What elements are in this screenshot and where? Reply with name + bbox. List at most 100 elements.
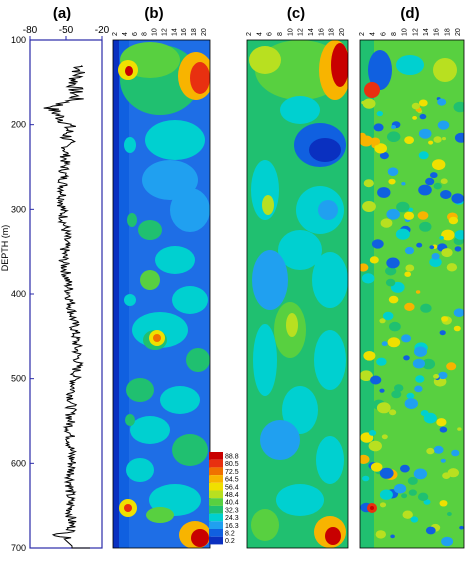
heatmap-spot	[379, 502, 387, 508]
colorbar-label: 80.5	[225, 461, 239, 468]
heatmap-spot	[439, 330, 446, 336]
heatmap-spot	[441, 536, 454, 547]
x-tick-label: 6	[267, 32, 274, 36]
x-tick-label: 12	[412, 28, 419, 36]
heatmap-spot	[364, 524, 371, 530]
heatmap-spot	[415, 290, 421, 294]
heatmap-spot	[419, 113, 427, 120]
heatmap-spot	[408, 489, 417, 496]
x-tick-label: 14	[423, 28, 430, 36]
x-tick-label: 6	[380, 32, 387, 36]
heatmap-spot	[412, 358, 425, 369]
heatmap-spot	[417, 492, 429, 501]
heatmap-spot	[374, 143, 388, 154]
heatmap-spot	[379, 489, 393, 500]
heatmap-spot	[376, 357, 387, 366]
heatmap-spot	[457, 427, 462, 431]
heatmap-spot	[403, 211, 415, 220]
heatmap-spot	[388, 178, 396, 185]
heatmap-spot	[404, 302, 415, 311]
x-tick-label: 16	[318, 28, 325, 36]
heatmap-spot	[376, 402, 391, 414]
heatmap-spot	[363, 179, 374, 188]
heatmap-spot	[370, 506, 374, 510]
heatmap-spot	[362, 98, 376, 109]
heatmap-spot	[394, 483, 407, 494]
heatmap-spot	[368, 430, 377, 436]
heatmap-spot	[436, 418, 447, 427]
y-tick-label: 100	[11, 35, 26, 45]
heatmap-spot	[429, 257, 442, 268]
x-tick-label: 10	[402, 28, 409, 36]
heatmap-spot	[437, 120, 450, 130]
panel-c-frame	[246, 39, 349, 549]
colorbar-swatch	[209, 505, 223, 514]
heatmap-spot	[442, 137, 446, 141]
heatmap-spot	[360, 263, 369, 272]
heatmap-spot	[451, 193, 464, 204]
heatmap-spot	[414, 346, 427, 357]
panel-d: 2 4 6 8 10 12 14 16 18 20	[359, 28, 465, 549]
heatmap-spot	[429, 245, 435, 250]
panel-b: 2 4 6 8 10 12 14 16 18 20	[112, 28, 211, 549]
x-tick-label: -50	[59, 25, 74, 36]
heatmap-spot	[391, 390, 402, 399]
colorbar-label: 72.5	[225, 469, 239, 476]
heatmap-spot	[404, 271, 412, 277]
heatmap-spot	[420, 303, 432, 313]
heatmap-spot	[375, 530, 386, 539]
x-tick-label: -80	[23, 25, 38, 36]
heatmap-spot	[440, 458, 446, 463]
heatmap-spot	[453, 101, 464, 113]
y-tick-label: 700	[11, 543, 26, 553]
x-tick-label: 18	[444, 28, 451, 36]
panel-c: 2 4 6 8 10 12 14 16 18 20	[246, 28, 349, 549]
heatmap-spot	[428, 140, 434, 145]
heatmap-spot	[451, 449, 460, 457]
panel-b-title: (b)	[144, 5, 163, 22]
heatmap-spot	[438, 371, 448, 380]
heatmap-spot	[439, 426, 448, 433]
heatmap-spot	[390, 534, 395, 539]
colorbar-label: 88.8	[225, 454, 239, 461]
colorbar-swatch	[209, 467, 223, 476]
colorbar-swatch	[209, 459, 223, 468]
heatmap-spot	[404, 398, 418, 409]
heatmap-spot	[432, 159, 446, 171]
x-tick-label: 12	[298, 28, 305, 36]
heatmap-spot	[453, 325, 461, 332]
heatmap-spot	[418, 99, 428, 107]
colorbar: 88.880.572.564.556.448.440.432.324.316.3…	[209, 452, 239, 545]
heatmap-spot	[389, 409, 397, 416]
colorbar-label: 56.4	[225, 484, 239, 491]
heatmap-spot	[379, 318, 386, 324]
heatmap-spot	[370, 137, 381, 146]
heatmap-spot	[441, 229, 455, 241]
x-tick-label: 4	[256, 32, 263, 36]
x-tick-label: 4	[122, 32, 129, 36]
heatmap-spot	[360, 370, 373, 381]
heatmap-spot	[439, 500, 448, 507]
heatmap-spot	[454, 230, 464, 240]
heatmap-spot	[433, 136, 442, 143]
heatmap-spot	[440, 190, 452, 199]
heatmap-spot	[447, 512, 452, 516]
heatmap-spot	[433, 445, 444, 454]
heatmap-spot	[368, 440, 382, 452]
heatmap-spot	[418, 184, 432, 196]
heatmap-spot	[382, 311, 394, 321]
heatmap-spot	[395, 228, 410, 240]
heatmap-spot	[417, 211, 429, 220]
x-tick-label: 14	[308, 28, 315, 36]
heatmap-spot	[421, 358, 436, 370]
x-tick-label: 18	[329, 28, 336, 36]
heatmap-spot	[415, 375, 425, 383]
y-axis-label: DEPTH (m)	[0, 225, 10, 272]
heatmap-spot	[404, 246, 415, 255]
heatmap-spot	[370, 375, 382, 385]
x-tick-label: 16	[434, 28, 441, 36]
heatmap-spot	[419, 221, 432, 232]
x-tick-label: 8	[142, 32, 149, 36]
colorbar-swatch	[209, 536, 223, 545]
